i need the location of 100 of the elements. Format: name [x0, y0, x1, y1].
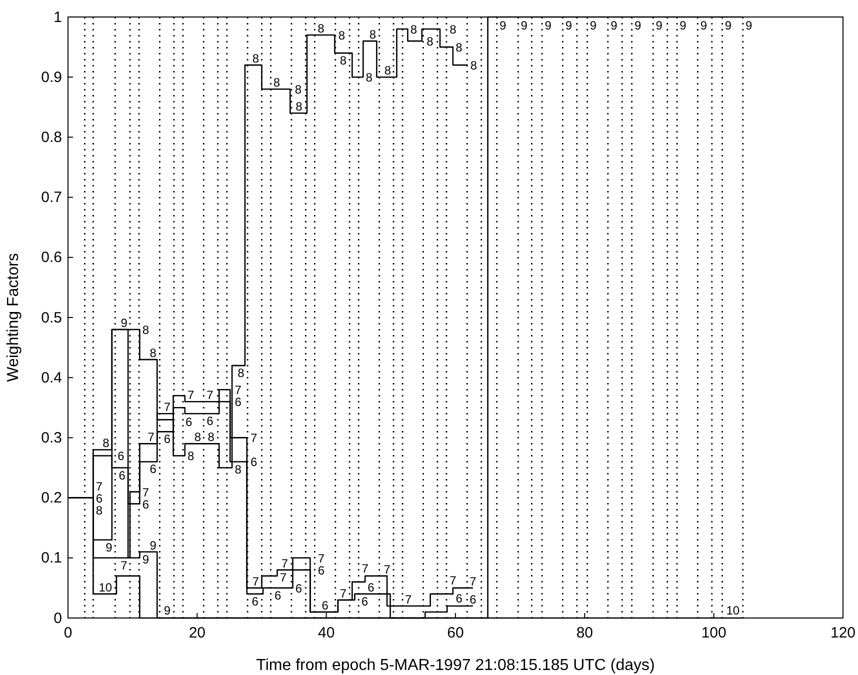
text: 7: [164, 400, 171, 414]
text: 7: [252, 574, 260, 588]
text: 8: [369, 28, 376, 42]
x-tick-label: 100: [701, 624, 726, 642]
y-tick-label: 0.5: [41, 309, 62, 326]
text: 9: [656, 18, 662, 32]
text: 7: [281, 556, 288, 570]
text: 7: [234, 383, 242, 398]
text: 8: [296, 100, 302, 114]
text: 6: [206, 414, 214, 428]
text: 6: [322, 598, 328, 612]
y-tick-label: 0.3: [41, 430, 62, 446]
x-tick-label: 60: [447, 624, 464, 642]
y-tick-label: 0.1: [41, 550, 62, 567]
series-label: 9: [106, 540, 113, 554]
text: 6: [118, 449, 124, 464]
text: 9: [700, 18, 708, 32]
text: 8: [470, 58, 478, 73]
text: 9: [544, 18, 552, 32]
text: 7: [120, 558, 128, 572]
text: 9: [680, 18, 686, 32]
text: 8: [142, 323, 150, 338]
text: 9: [610, 18, 618, 32]
text: 9: [634, 18, 642, 32]
text: 6: [470, 592, 476, 606]
text: 9: [499, 18, 506, 32]
text: 6: [368, 580, 374, 594]
x-tick-label: 80: [576, 624, 594, 642]
y-axis-title: Weighting Factors: [5, 253, 22, 382]
text: 9: [150, 538, 156, 552]
x-axis-title: Time from epoch 5-MAR-1997 21:08:15.185 UTC (days): [256, 657, 655, 674]
text: 8: [238, 366, 244, 380]
x-tick-label: 40: [318, 624, 335, 642]
text: 9: [590, 18, 597, 32]
series-label: 7: [362, 561, 369, 576]
text: 8: [410, 22, 418, 37]
text: 8: [188, 449, 194, 464]
text: 6: [318, 563, 325, 578]
text: 6: [250, 455, 258, 470]
text: 10: [726, 604, 740, 618]
text: 9: [120, 316, 128, 330]
text: 9: [520, 18, 528, 32]
text: 7: [206, 388, 214, 402]
text: 9: [746, 18, 752, 32]
text: 9: [565, 18, 572, 32]
text: 7: [188, 388, 194, 402]
text: 9: [142, 552, 150, 566]
text: 6: [234, 395, 242, 410]
text: 9: [724, 18, 732, 32]
y-tick-label: 0.7: [41, 189, 62, 206]
series-label: 8: [102, 436, 110, 450]
text: 6: [142, 497, 150, 512]
text: 8: [294, 82, 302, 97]
text: 7: [148, 430, 154, 444]
y-tick-label: 0.2: [41, 490, 62, 507]
text: 8: [456, 40, 462, 55]
text: 8: [252, 52, 260, 66]
text: 6: [150, 462, 156, 476]
x-tick-label: 20: [188, 624, 206, 642]
text: 6: [252, 594, 258, 608]
text: 8: [384, 64, 392, 78]
y-tick-label: 1: [54, 8, 62, 26]
text: 8: [450, 22, 456, 37]
text: 8: [194, 430, 202, 444]
text: 8: [96, 503, 103, 518]
text: 8: [340, 54, 347, 68]
text: 7: [318, 551, 325, 566]
text: 6: [164, 432, 171, 446]
y-tick-label: 0: [54, 610, 62, 627]
x-tick-label: 120: [830, 624, 856, 642]
text: 9: [164, 604, 171, 618]
y-tick-label: 0.8: [41, 129, 62, 146]
text: 8: [273, 76, 280, 90]
y-tick-label: 0.4: [41, 369, 62, 386]
text: 7: [96, 479, 103, 494]
text: 8: [318, 22, 324, 36]
text: 6: [295, 581, 302, 596]
text: 8: [234, 462, 242, 476]
series-label: 6: [456, 591, 463, 606]
text: 8: [150, 346, 156, 360]
series-label: 10: [98, 580, 112, 594]
y-tick-label: 0.9: [41, 68, 62, 86]
text: 6: [274, 588, 282, 602]
text: 8: [426, 34, 434, 49]
y-tick-label: 0.6: [41, 249, 62, 266]
text: 6: [361, 594, 368, 608]
text: 8: [338, 28, 346, 43]
text: 6: [96, 491, 103, 506]
text: 6: [186, 415, 192, 430]
text: 7: [450, 573, 456, 588]
text: 6: [118, 468, 126, 482]
text: 7: [470, 574, 476, 588]
text: 7: [142, 485, 150, 500]
text: 8: [366, 70, 372, 85]
text: 7: [250, 431, 258, 446]
text: 8: [208, 430, 214, 444]
text: 7: [384, 562, 390, 576]
text: 7: [340, 586, 347, 600]
text: 7: [405, 592, 412, 606]
text: 7: [280, 570, 287, 584]
